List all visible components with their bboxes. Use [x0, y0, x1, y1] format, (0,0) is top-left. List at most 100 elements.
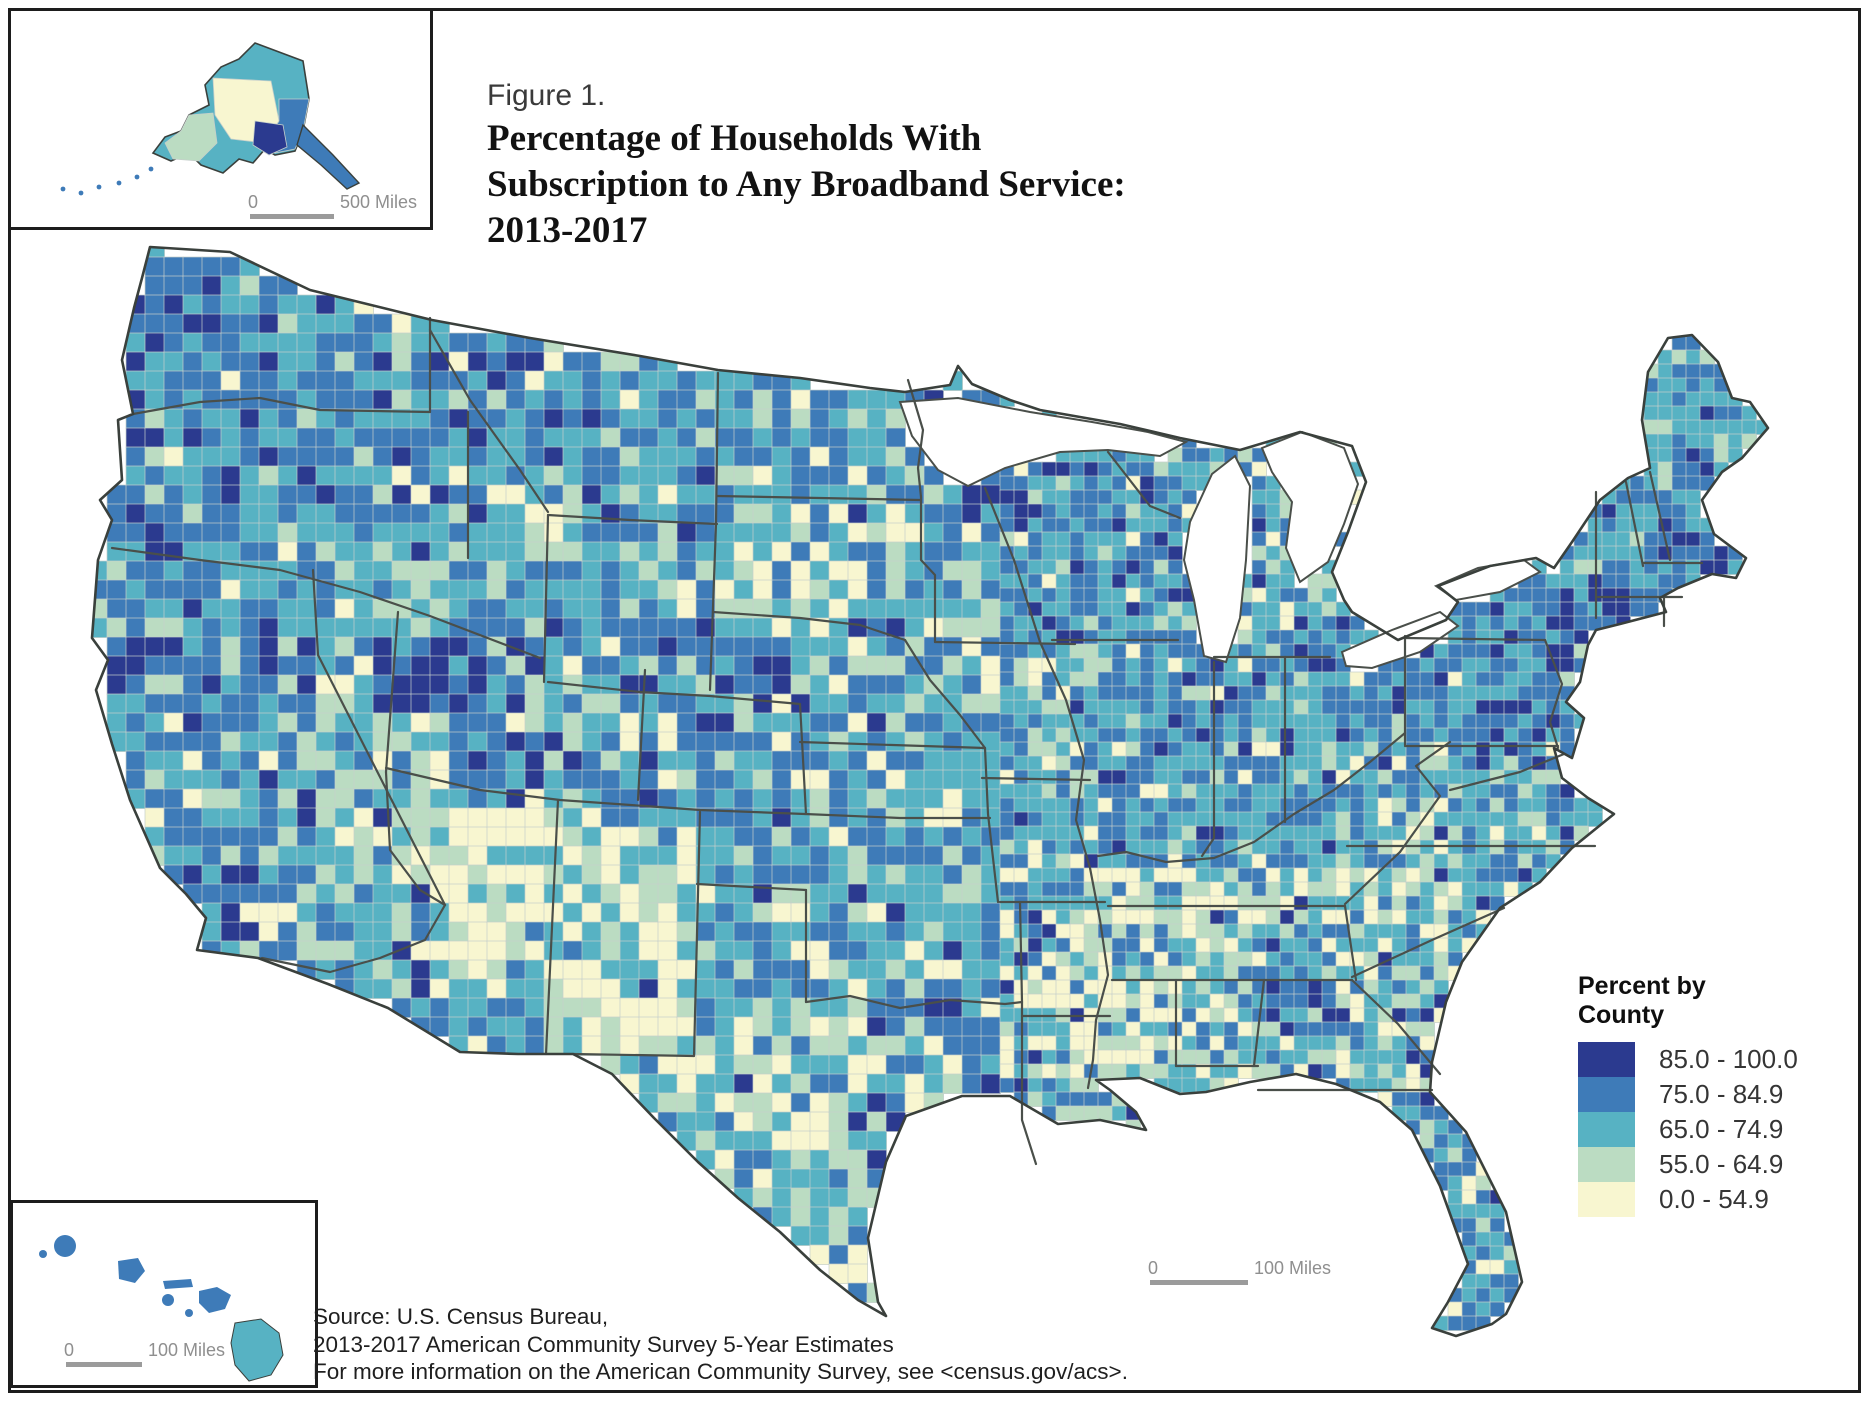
county	[752, 959, 773, 980]
county	[1419, 727, 1435, 743]
county	[942, 541, 963, 562]
county	[1307, 867, 1323, 883]
county	[657, 807, 678, 828]
county	[1363, 811, 1379, 827]
county	[1433, 951, 1449, 967]
county	[258, 427, 279, 448]
county	[1195, 853, 1211, 869]
county	[1097, 825, 1113, 841]
county	[1545, 797, 1561, 813]
county	[1027, 755, 1043, 771]
county	[1097, 1049, 1113, 1065]
county	[296, 712, 317, 733]
county	[1293, 965, 1309, 981]
county	[1307, 839, 1323, 855]
county	[1083, 531, 1099, 547]
county	[1125, 629, 1141, 645]
county	[676, 389, 697, 410]
county	[1237, 993, 1253, 1009]
county	[961, 541, 982, 562]
county	[1265, 993, 1281, 1009]
county	[771, 541, 792, 562]
county	[201, 693, 222, 714]
county	[486, 560, 507, 581]
county	[1489, 601, 1505, 617]
county	[315, 503, 336, 524]
county	[1489, 671, 1505, 687]
county	[771, 826, 792, 847]
county	[1027, 1021, 1043, 1037]
county	[1363, 797, 1379, 813]
county	[1055, 657, 1071, 673]
county	[1377, 755, 1393, 771]
county	[733, 1092, 754, 1113]
aleutian-island	[148, 166, 154, 172]
county	[828, 655, 849, 676]
county	[1545, 713, 1561, 729]
county	[562, 693, 583, 714]
county	[448, 598, 469, 619]
county	[1055, 825, 1071, 841]
county	[334, 370, 355, 391]
county	[1083, 1035, 1099, 1051]
county	[1153, 895, 1169, 911]
state-border	[428, 328, 550, 514]
county	[1209, 895, 1225, 911]
county	[1307, 1049, 1323, 1065]
county	[1083, 811, 1099, 827]
county	[1685, 475, 1701, 491]
county	[1097, 671, 1113, 687]
county	[125, 693, 146, 714]
county	[201, 332, 222, 353]
county	[1237, 979, 1253, 995]
county	[125, 522, 146, 543]
county	[1405, 965, 1421, 981]
county	[277, 826, 298, 847]
county	[828, 446, 849, 467]
county	[505, 408, 526, 429]
county	[999, 755, 1015, 771]
county	[562, 864, 583, 885]
county	[638, 1035, 659, 1056]
county	[638, 769, 659, 790]
county	[410, 579, 431, 600]
county	[353, 902, 374, 923]
county	[866, 503, 887, 524]
county	[714, 845, 735, 866]
county	[638, 465, 659, 486]
county	[1433, 1133, 1449, 1149]
county	[277, 541, 298, 562]
county	[695, 750, 716, 771]
county	[885, 750, 906, 771]
county	[1307, 965, 1323, 981]
county	[220, 598, 241, 619]
county	[1335, 741, 1351, 757]
county	[1405, 993, 1421, 1009]
county	[486, 351, 507, 372]
county	[885, 446, 906, 467]
county	[410, 997, 431, 1018]
county	[1503, 713, 1519, 729]
county	[277, 712, 298, 733]
state-border	[542, 513, 550, 684]
county	[1293, 615, 1309, 631]
county	[372, 636, 393, 657]
county	[1671, 405, 1687, 421]
county	[315, 845, 336, 866]
county	[372, 864, 393, 885]
county	[448, 997, 469, 1018]
county	[524, 351, 545, 372]
county	[524, 902, 545, 923]
county	[334, 408, 355, 429]
county	[1559, 629, 1575, 645]
county	[790, 788, 811, 809]
state-border	[1624, 480, 1645, 568]
county	[467, 541, 488, 562]
county	[809, 408, 830, 429]
county	[505, 978, 526, 999]
county	[1111, 909, 1127, 925]
county	[714, 1092, 735, 1113]
county	[695, 1054, 716, 1075]
county	[1391, 1091, 1407, 1107]
county	[885, 541, 906, 562]
